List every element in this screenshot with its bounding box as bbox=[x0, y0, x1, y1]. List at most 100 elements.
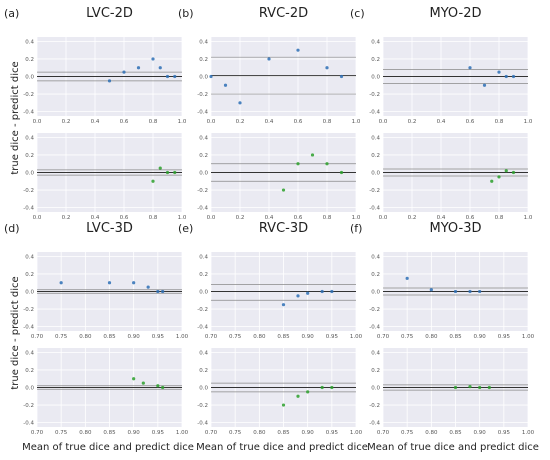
data-point bbox=[156, 289, 160, 294]
data-point bbox=[490, 179, 494, 183]
data-point bbox=[330, 289, 334, 294]
data-point bbox=[320, 289, 324, 294]
x-tick-label: 0.90 bbox=[474, 334, 487, 340]
data-point bbox=[165, 74, 170, 79]
y-axis-label-top: true dice - predict dice bbox=[10, 61, 21, 174]
panel-rvc2d-top: 0.0 0.2 0.4 0.6 0.8 1.0 0.4 0.2 0.0 -0.2 -0.4 (b) RV… bbox=[178, 6, 361, 125]
data-point bbox=[306, 291, 310, 295]
x-tick-label: 0.2 bbox=[408, 215, 417, 221]
y-tick-label: -0.2 bbox=[23, 403, 34, 409]
data-point bbox=[158, 66, 162, 70]
y-tick-label: 0.0 bbox=[199, 171, 208, 177]
x-axis-label-col3: Mean of true dice and predict dice bbox=[367, 442, 539, 453]
x-tick-label: 0.2 bbox=[62, 215, 71, 221]
data-point bbox=[132, 377, 136, 381]
panel-lvc2d-top: 0.0 0.2 0.4 0.6 0.8 1.0 0.4 0.2 0.0 -0.2 -0.4 (a) LV… bbox=[4, 6, 187, 125]
x-tick-label: 1.0 bbox=[178, 215, 187, 221]
y-tick-label: 0.0 bbox=[199, 386, 208, 392]
y-tick-label: 0.0 bbox=[371, 171, 380, 177]
data-point bbox=[296, 162, 300, 166]
x-tick-label: 0.6 bbox=[466, 119, 475, 125]
x-tick-label: 0.80 bbox=[79, 334, 92, 340]
data-point bbox=[136, 66, 141, 70]
data-point bbox=[141, 381, 145, 385]
data-point bbox=[296, 394, 300, 398]
x-tick-label: 0.90 bbox=[128, 430, 141, 436]
x-tick-label: 0.95 bbox=[152, 334, 165, 340]
data-point bbox=[281, 188, 286, 192]
x-tick-label: 0.0 bbox=[207, 215, 216, 221]
x-tick-label: 0.0 bbox=[33, 119, 42, 125]
panel-tag: (e) bbox=[178, 222, 193, 235]
data-point bbox=[132, 281, 136, 285]
data-point bbox=[158, 166, 162, 170]
data-point bbox=[151, 179, 155, 183]
x-tick-label: 0.90 bbox=[474, 430, 487, 436]
y-tick-label: 0.2 bbox=[371, 153, 380, 159]
x-tick-label: 1.0 bbox=[524, 119, 533, 125]
x-tick-label: 0.80 bbox=[79, 430, 92, 436]
y-tick-label: -0.4 bbox=[197, 110, 208, 116]
x-tick-label: 0.70 bbox=[205, 430, 218, 436]
x-tick-label: 0.6 bbox=[120, 119, 129, 125]
y-tick-label: 0.4 bbox=[371, 254, 380, 260]
x-tick-label: 0.0 bbox=[379, 215, 388, 221]
data-point bbox=[487, 385, 491, 390]
panel-title: RVC-2D bbox=[259, 6, 308, 21]
y-tick-label: -0.2 bbox=[369, 307, 380, 313]
panel-title: LVC-2D bbox=[86, 6, 133, 21]
panel-lvc3d-top: 0.70 0.75 0.80 0.85 0.90 0.95 1.00 0.4 0.2 0.0 -0.… bbox=[4, 221, 189, 340]
y-tick-label: 0.2 bbox=[199, 272, 208, 278]
x-axis-label-col1: Mean of true dice and predict dice bbox=[22, 442, 194, 453]
x-tick-label: 0.6 bbox=[466, 215, 475, 221]
y-tick-label: -0.4 bbox=[197, 325, 208, 331]
y-tick-label: 0.0 bbox=[371, 386, 380, 392]
panel-myo3d-bot: 0.70 0.75 0.80 0.85 0.90 0.95 1.00 0.4 0.2 0.0 -0.… bbox=[369, 348, 535, 436]
data-point bbox=[238, 101, 242, 105]
panel-rvc2d-bot: 0.0 0.2 0.4 0.6 0.8 1.0 0.4 0.2 0.0 -0.2 -0.4 bbox=[197, 133, 361, 221]
data-point bbox=[320, 385, 324, 390]
y-tick-label: 0.2 bbox=[199, 153, 208, 159]
x-tick-label: 0.85 bbox=[449, 430, 462, 436]
x-tick-label: 0.8 bbox=[149, 215, 158, 221]
x-tick-label: 0.4 bbox=[265, 215, 274, 221]
data-point bbox=[156, 384, 160, 388]
data-point bbox=[405, 276, 409, 280]
x-tick-label: 0.75 bbox=[229, 430, 242, 436]
y-tick-label: -0.4 bbox=[23, 206, 34, 212]
x-tick-label: 0.8 bbox=[495, 215, 504, 221]
y-tick-label: 0.4 bbox=[199, 135, 208, 141]
data-point bbox=[173, 170, 177, 175]
data-point bbox=[151, 57, 155, 61]
data-point bbox=[281, 303, 286, 307]
y-tick-label: 0.0 bbox=[371, 290, 380, 296]
y-tick-label: -0.4 bbox=[23, 421, 34, 427]
x-tick-label: 0.95 bbox=[326, 334, 339, 340]
y-tick-label: -0.2 bbox=[369, 188, 380, 194]
data-point bbox=[429, 288, 433, 292]
data-point bbox=[339, 74, 344, 79]
y-tick-label: 0.0 bbox=[25, 290, 34, 296]
x-tick-label: 0.4 bbox=[437, 119, 446, 125]
y-tick-label: 0.4 bbox=[199, 254, 208, 260]
data-point bbox=[161, 385, 165, 390]
x-tick-label: 0.90 bbox=[128, 334, 141, 340]
x-tick-label: 0.75 bbox=[55, 430, 68, 436]
data-point bbox=[296, 294, 300, 298]
x-tick-label: 0.4 bbox=[91, 215, 100, 221]
panel-tag: (a) bbox=[4, 7, 19, 20]
x-tick-label: 0.75 bbox=[401, 430, 414, 436]
y-tick-label: 0.2 bbox=[371, 57, 380, 63]
x-tick-label: 0.6 bbox=[120, 215, 129, 221]
x-tick-label: 0.70 bbox=[377, 430, 390, 436]
y-tick-label: 0.2 bbox=[199, 57, 208, 63]
data-point bbox=[478, 289, 482, 294]
y-tick-label: -0.2 bbox=[369, 403, 380, 409]
x-tick-label: 1.00 bbox=[176, 334, 189, 340]
x-tick-label: 0.95 bbox=[152, 430, 165, 436]
data-point bbox=[339, 170, 344, 175]
x-tick-label: 0.4 bbox=[265, 119, 274, 125]
x-tick-label: 0.4 bbox=[437, 215, 446, 221]
data-point bbox=[209, 74, 213, 79]
